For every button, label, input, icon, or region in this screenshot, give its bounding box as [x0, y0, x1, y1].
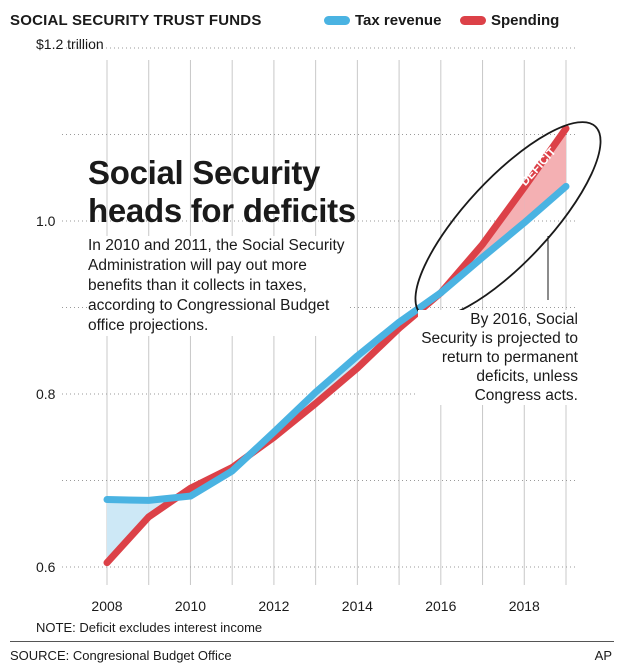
- legend-item-spending: Spending: [460, 12, 559, 29]
- series-line-tax: [103, 182, 570, 504]
- legend-swatch-tax: [324, 16, 350, 25]
- y-axis: 0.6 0.8 1.0 $1.2 trillion: [36, 36, 104, 575]
- body-text: In 2010 and 2011, the Social Security Ad…: [88, 236, 350, 336]
- deficit-area: [524, 128, 566, 223]
- y-tick-label: 0.6: [36, 559, 56, 575]
- credit: AP: [594, 648, 612, 663]
- x-tick-label: 2016: [425, 598, 456, 614]
- legend-label-spending: Spending: [491, 12, 560, 29]
- y-tick-label: 0.8: [36, 386, 56, 402]
- legend-swatch-spending: [460, 16, 486, 25]
- x-axis: 2008 2010 2012 2014 2016 2018: [91, 598, 540, 614]
- x-tick-label: 2012: [258, 598, 289, 614]
- x-tick-label: 2010: [175, 598, 206, 614]
- chart-title: SOCIAL SECURITY TRUST FUNDS: [10, 12, 262, 29]
- y-tick-label: 1.0: [36, 213, 56, 229]
- series-line-spending: [103, 124, 570, 567]
- annotation-2016: By 2016, Social Security is projected to…: [418, 310, 578, 405]
- note: NOTE: Deficit excludes interest income: [36, 620, 263, 635]
- headline: Social Security heads for deficits: [88, 154, 356, 229]
- legend-label-tax: Tax revenue: [355, 12, 442, 29]
- y-tick-label: $1.2 trillion: [36, 36, 104, 52]
- x-tick-label: 2014: [342, 598, 373, 614]
- source: SOURCE: Congresional Budget Office: [10, 648, 232, 663]
- x-tick-label: 2008: [91, 598, 122, 614]
- legend-item-tax: Tax revenue: [324, 12, 441, 29]
- series-lines: [103, 124, 570, 567]
- divider: [10, 641, 614, 642]
- x-tick-label: 2018: [509, 598, 540, 614]
